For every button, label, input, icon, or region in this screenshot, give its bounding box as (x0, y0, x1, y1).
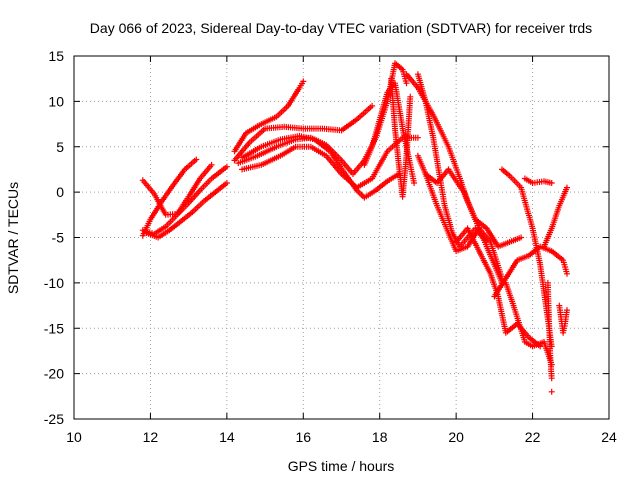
plus-marker-trail (239, 132, 402, 201)
series-track-w (556, 302, 570, 336)
plus-marker-trail (521, 175, 555, 186)
plus-marker-trail (388, 75, 414, 200)
plus-marker-trail (544, 279, 555, 382)
y-tick-label: -25 (44, 411, 64, 427)
series-track-t (521, 175, 555, 186)
x-tick-label: 14 (219, 429, 235, 445)
plus-marker-trail (502, 279, 555, 368)
x-tick-label: 22 (525, 429, 541, 445)
series-track-o (422, 166, 505, 286)
series-track-s (502, 279, 555, 368)
series-track-d (143, 180, 230, 241)
plus-marker-trail (361, 80, 418, 186)
y-tick-label: 5 (56, 139, 64, 155)
x-tick-label: 20 (448, 429, 464, 445)
x-tick-label: 24 (601, 429, 617, 445)
chart-title: Day 066 of 2023, Sidereal Day-to-day VTE… (90, 20, 592, 36)
y-tick-label: -10 (44, 275, 64, 291)
x-tick-label: 18 (372, 429, 388, 445)
axis-ticks: 10 12 14 16 18 20 22 24 15 10 5 0 -5 -10 -15 -20 -25 (44, 48, 617, 445)
series-track-e (231, 78, 307, 155)
y-tick-label: -15 (44, 320, 64, 336)
series-track-a (139, 156, 200, 239)
series-isolated (548, 388, 555, 395)
y-tick-label: -5 (52, 230, 65, 246)
plus-marker-trail (556, 302, 570, 336)
plus-marker-trail (422, 166, 505, 286)
series-track-v (544, 279, 555, 382)
y-axis-title: SDTVAR / TECUs (5, 182, 21, 294)
series-track-j (361, 80, 418, 186)
plus-marker-trail (453, 225, 544, 350)
plus-marker-trail (548, 388, 555, 395)
y-tick-label: 15 (48, 48, 64, 64)
x-tick-label: 12 (143, 429, 159, 445)
series-track-q (491, 243, 570, 300)
x-tick-label: 10 (66, 429, 82, 445)
y-tick-label: 10 (48, 93, 64, 109)
series-track-f (231, 102, 376, 164)
y-tick-label: 0 (56, 184, 64, 200)
plus-marker-trail (541, 184, 570, 250)
plus-marker-trail (143, 180, 230, 241)
plus-marker-trail (139, 156, 200, 239)
series-track-u (541, 184, 570, 250)
plus-marker-trail (491, 243, 570, 300)
x-tick-label: 16 (295, 429, 311, 445)
x-axis-title: GPS time / hours (288, 458, 395, 474)
series-track-k (388, 75, 414, 200)
plus-marker-trail (231, 78, 307, 155)
y-tick-label: -20 (44, 366, 64, 382)
data-marks (139, 60, 570, 395)
series-track-p (453, 225, 544, 350)
plus-marker-trail (231, 102, 376, 164)
series-track-i (239, 132, 402, 201)
